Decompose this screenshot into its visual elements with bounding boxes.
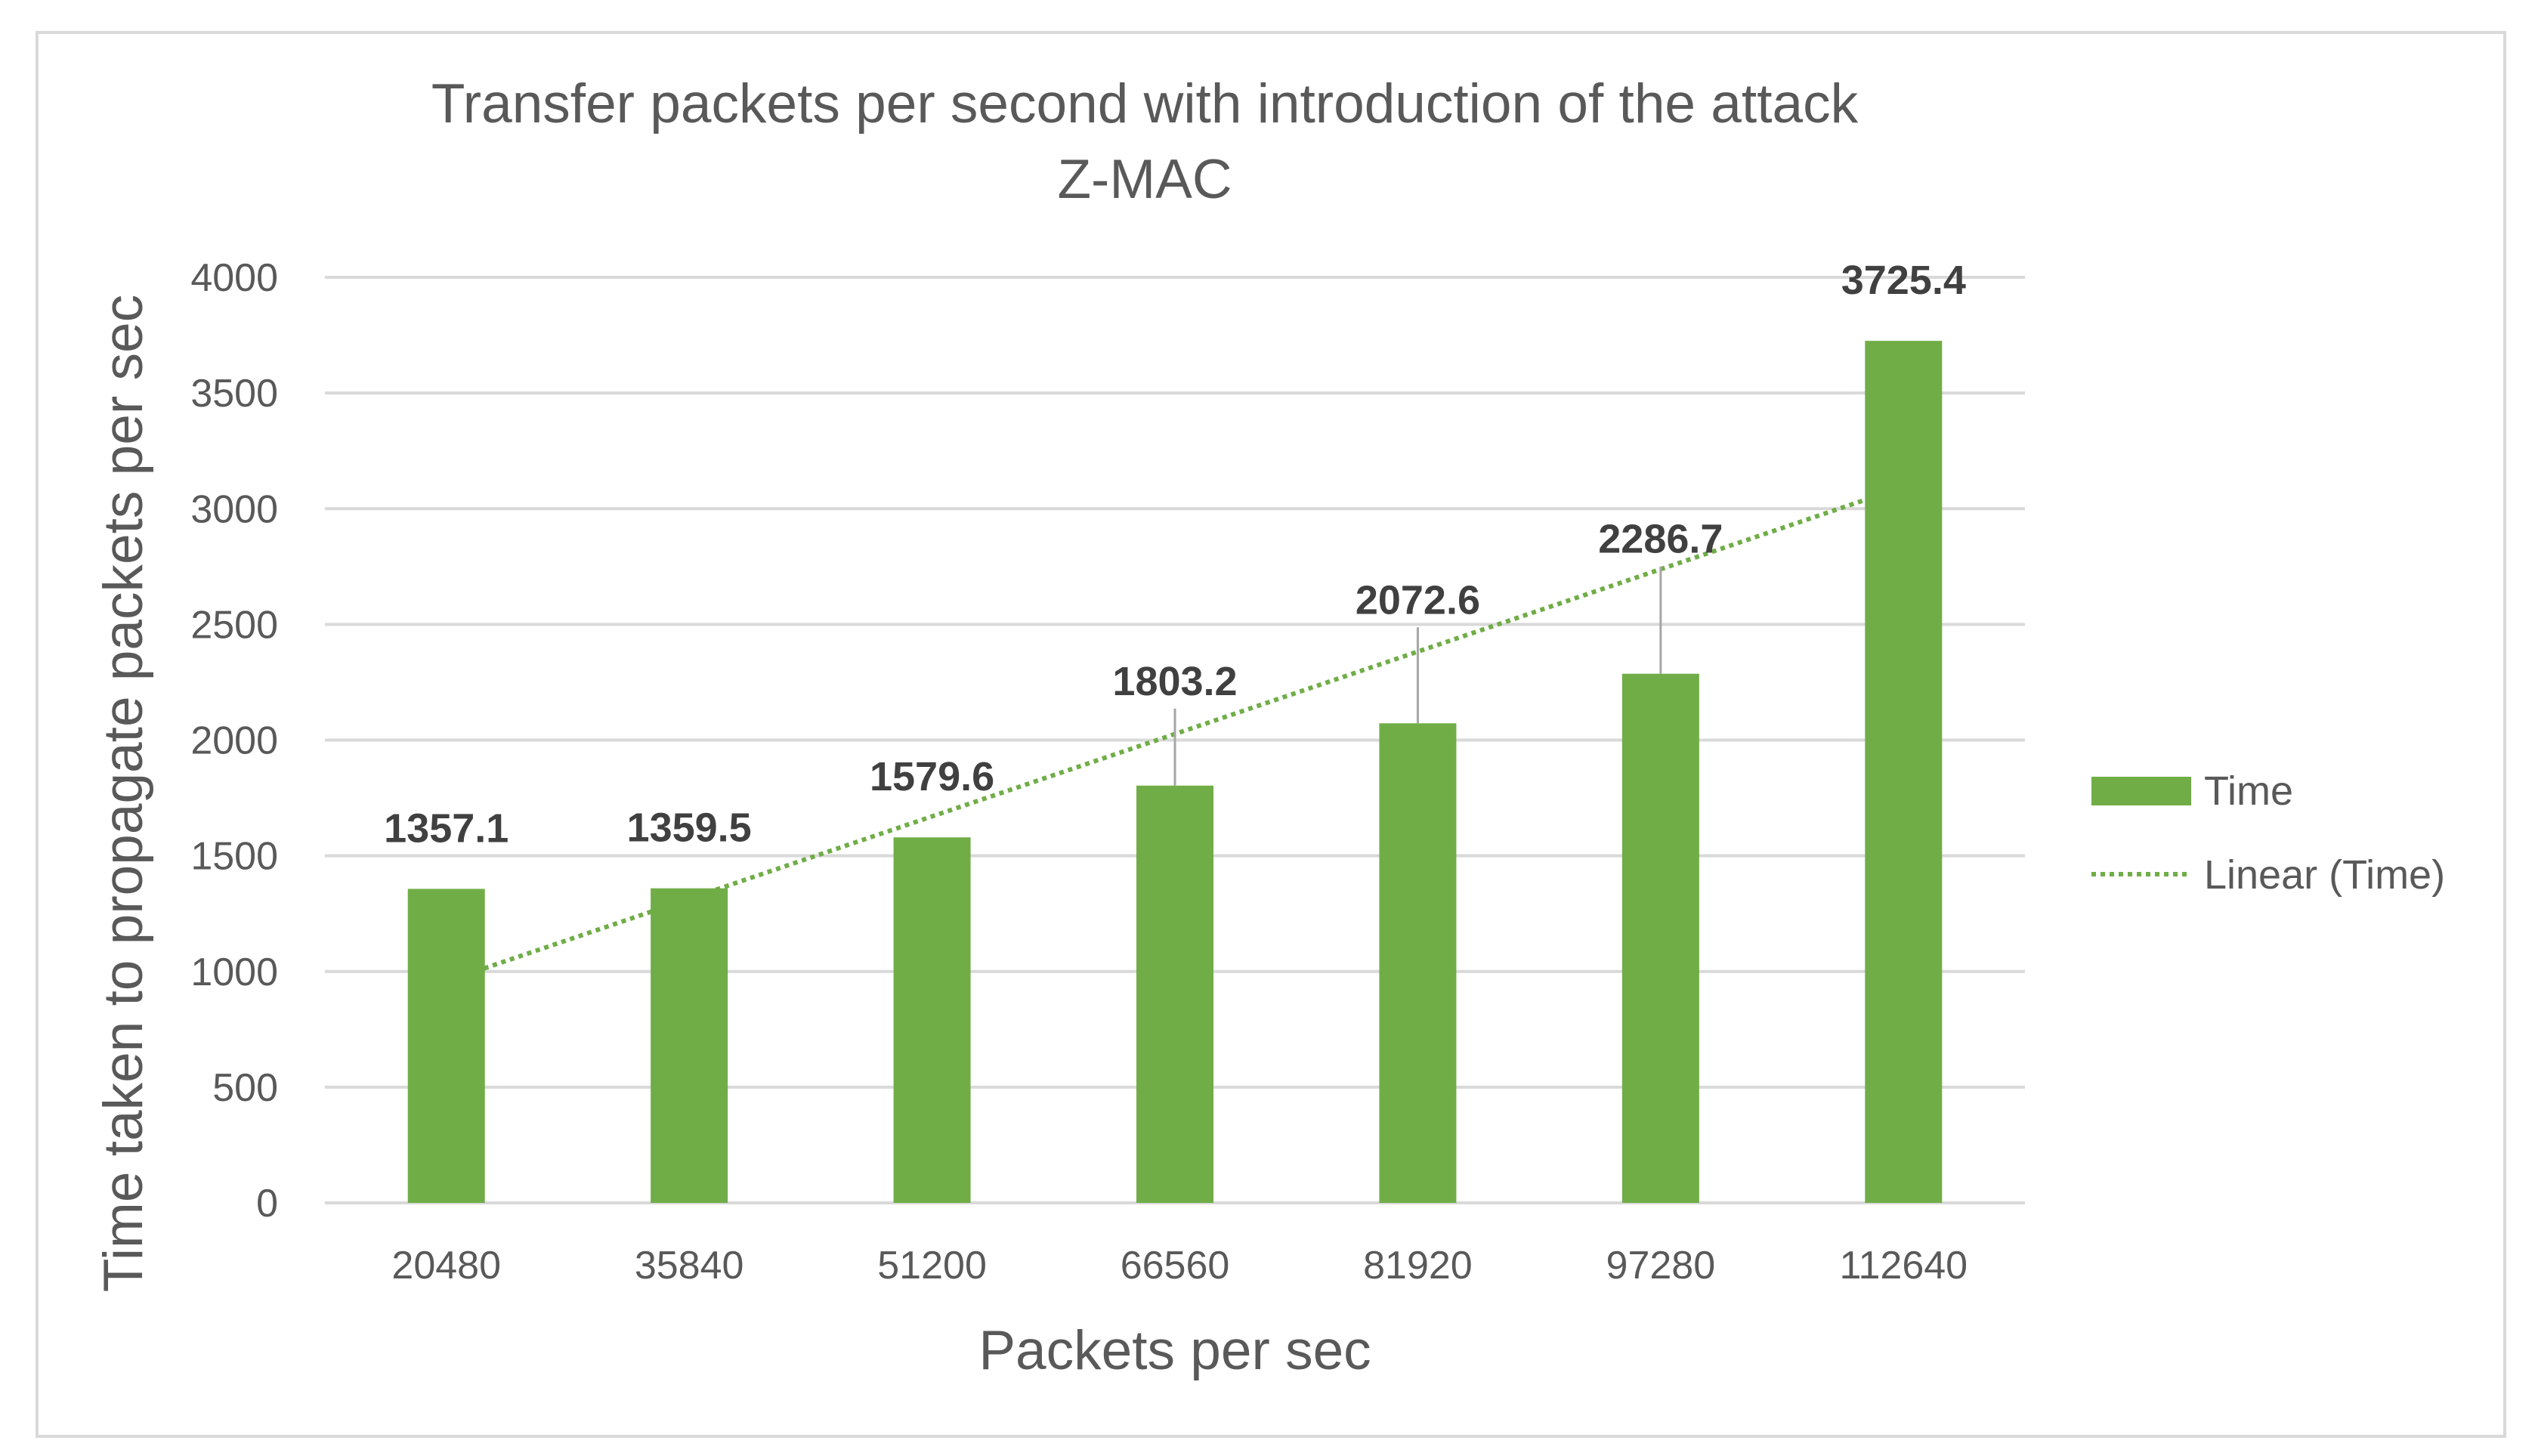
legend-label-time: Time xyxy=(2204,768,2293,814)
legend-swatch-time xyxy=(2091,777,2191,805)
x-tick-label: 66560 xyxy=(1121,1244,1230,1288)
chart-title-line-2: Z-MAC xyxy=(1057,149,1232,210)
bar xyxy=(1379,723,1457,1203)
bar xyxy=(651,888,728,1203)
y-tick-label: 2500 xyxy=(190,603,278,647)
data-label: 1579.6 xyxy=(870,754,994,799)
y-tick-label: 0 xyxy=(256,1182,278,1226)
data-label: 1803.2 xyxy=(1112,659,1237,704)
x-axis-tick-labels: 20480 35840 51200 66560 81920 97280 112640 xyxy=(391,1244,1968,1288)
x-tick-label: 35840 xyxy=(635,1244,744,1288)
x-tick-label: 20480 xyxy=(391,1244,501,1288)
chart-title: Transfer packets per second with introdu… xyxy=(431,73,1859,210)
bar xyxy=(893,837,971,1203)
y-axis-title: Time taken to propagate packets per sec xyxy=(93,295,154,1292)
x-tick-label: 112640 xyxy=(1839,1244,1968,1288)
y-tick-label: 500 xyxy=(212,1066,278,1110)
gridlines xyxy=(325,276,2025,1204)
y-tick-label: 2000 xyxy=(190,719,278,763)
leader-lines xyxy=(1173,566,1662,786)
data-label: 2072.6 xyxy=(1356,577,1480,623)
x-tick-label: 51200 xyxy=(877,1244,987,1288)
legend: Time Linear (Time) xyxy=(2091,768,2445,898)
chart-title-line-1: Transfer packets per second with introdu… xyxy=(431,73,1859,134)
bars xyxy=(407,341,1943,1204)
legend-item-linear: Linear (Time) xyxy=(2091,852,2445,898)
y-tick-label: 3500 xyxy=(190,372,278,416)
y-axis-tick-labels: 0 500 1000 1500 2000 2500 3000 3500 4000 xyxy=(190,256,278,1226)
data-label: 3725.4 xyxy=(1841,258,1966,303)
data-label: 1357.1 xyxy=(384,805,509,851)
data-label: 1359.5 xyxy=(627,805,752,851)
legend-item-time: Time xyxy=(2091,768,2293,814)
data-labels: 1357.1 1359.5 1579.6 1803.2 2072.6 2286.7 3725… xyxy=(384,258,1966,851)
bar xyxy=(1621,673,1699,1203)
y-tick-label: 1000 xyxy=(190,951,278,994)
x-tick-label: 97280 xyxy=(1606,1244,1716,1288)
data-label: 2286.7 xyxy=(1598,517,1723,562)
legend-label-linear: Linear (Time) xyxy=(2204,852,2445,898)
x-axis-title: Packets per sec xyxy=(978,1320,1371,1381)
y-tick-label: 4000 xyxy=(190,256,278,300)
y-tick-label: 3000 xyxy=(190,487,278,531)
bar xyxy=(1136,785,1213,1203)
bar xyxy=(407,889,485,1203)
bar xyxy=(1865,341,1943,1204)
x-tick-label: 81920 xyxy=(1363,1244,1473,1288)
y-tick-label: 1500 xyxy=(190,835,278,879)
